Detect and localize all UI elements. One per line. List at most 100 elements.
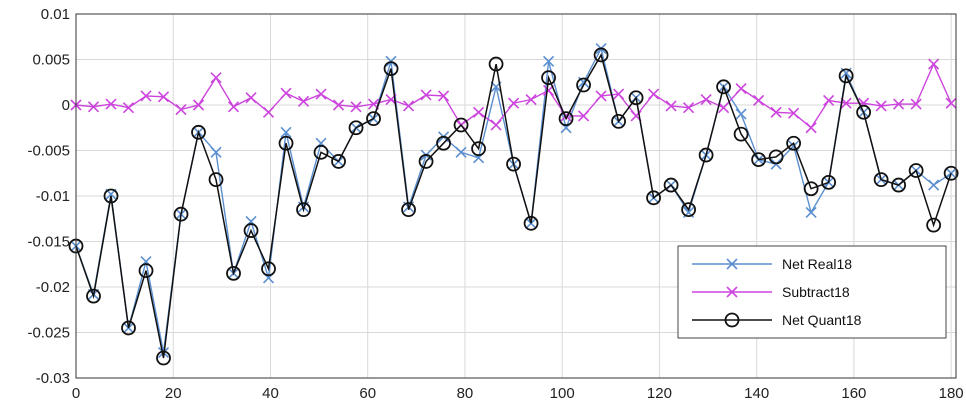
net-quant18-point [663, 177, 679, 193]
marker-stroke [105, 98, 117, 110]
net-quant18-point [943, 165, 959, 181]
net-quant18-point [646, 190, 661, 206]
net-quant18-point [873, 172, 889, 188]
net-quant18-point [821, 174, 837, 190]
marker-stroke [508, 97, 520, 109]
marker-stroke [770, 106, 782, 118]
subtract18-point [122, 102, 135, 114]
marker-stroke [122, 102, 135, 114]
marker-stroke [367, 98, 380, 110]
net-quant18-point [523, 215, 539, 231]
marker-stroke [718, 102, 730, 114]
subtract18-point [753, 94, 765, 107]
marker-stroke [726, 258, 738, 270]
marker-stroke [613, 88, 625, 100]
net-quant18-point [733, 126, 749, 142]
marker-stroke [350, 101, 362, 113]
marker-stroke [315, 88, 327, 100]
marker-stroke [262, 106, 275, 118]
net-quant18-point [208, 172, 224, 188]
net-quant18-point [278, 135, 294, 151]
net-quant18-point [138, 263, 154, 279]
marker-stroke [726, 286, 738, 298]
subtract18-point [945, 97, 957, 109]
plot-frame [75, 13, 957, 379]
y-tick-label: 0.005 [32, 52, 70, 69]
net-quant18-point [541, 70, 556, 86]
subtract18-point [595, 90, 607, 102]
subtract18-point [770, 106, 782, 118]
net-quant18-point [366, 111, 381, 127]
marker-stroke [543, 55, 555, 67]
legend-entry-subtract18: Subtract18 [692, 284, 850, 300]
marker-stroke [805, 206, 817, 218]
net-quant18-point [856, 104, 872, 120]
net-real18-point [928, 179, 940, 191]
net-quant18-point [418, 154, 434, 169]
marker-stroke [437, 90, 450, 102]
subtract18-point [893, 98, 905, 110]
net-quant18-point [838, 68, 854, 84]
net-quant18-point [103, 188, 119, 204]
marker-stroke [140, 90, 152, 102]
marker-stroke [648, 88, 660, 100]
y-tick-label: -0.03 [36, 370, 70, 387]
series-layer [68, 43, 959, 366]
x-tick-label: 160 [841, 385, 866, 402]
subtract18-point [280, 87, 292, 99]
series-subtract18 [70, 58, 957, 134]
net-real18-point [455, 146, 467, 158]
subtract18-point [490, 119, 502, 131]
subtract18-point [788, 107, 800, 119]
net-quant18-point [506, 156, 521, 172]
marker-stroke [735, 108, 747, 120]
net-quant18-point [786, 135, 802, 151]
y-tick-label: -0.01 [36, 188, 70, 205]
legend-label: Net Real18 [782, 256, 852, 272]
net-quant18-point [313, 144, 329, 160]
net-quant18-point [751, 152, 767, 168]
net-quant18-point [698, 147, 714, 163]
net-quant18-point [803, 181, 819, 197]
legend-entry-net-real18: Net Real18 [692, 256, 852, 272]
x-tick-label: 40 [262, 385, 279, 402]
y-tick-label: -0.005 [27, 143, 70, 160]
subtract18-point [210, 72, 222, 84]
series-net-quant18 [68, 47, 959, 366]
net-quant18-point [191, 124, 206, 140]
subtract18-point [700, 93, 712, 106]
marker-stroke [683, 102, 695, 114]
net-real18-point [280, 126, 292, 138]
subtract18-point [875, 100, 887, 112]
marker-stroke [210, 146, 222, 158]
subtract18-point [87, 101, 100, 113]
net-quant18-point [576, 77, 591, 93]
net-quant18-point [173, 206, 189, 222]
y-tick-label: -0.02 [36, 279, 70, 296]
net-quant18-point [453, 117, 469, 133]
marker-stroke [87, 101, 100, 113]
subtract18-point [175, 103, 187, 116]
subtract18-point [437, 90, 450, 102]
x-tick-label: 100 [550, 385, 575, 402]
subtract18-point [508, 97, 520, 109]
marker-stroke [945, 167, 957, 179]
x-tick-label: 80 [457, 385, 474, 402]
subtract18-point [613, 88, 625, 100]
marker-stroke [805, 122, 817, 134]
net-real18-point [210, 146, 222, 158]
marker-stroke [735, 83, 747, 95]
subtract18-point [472, 106, 485, 118]
legend-label: Subtract18 [782, 284, 850, 300]
marker-stroke [928, 58, 940, 70]
subtract18-point [315, 88, 327, 100]
marker-stroke [910, 98, 922, 110]
net-quant18-point [768, 149, 784, 165]
net-quant18-point [926, 217, 942, 233]
marker-stroke [402, 100, 415, 112]
subtract18-point [157, 91, 170, 103]
net-quant18-point [681, 202, 696, 218]
marker-stroke [297, 95, 310, 107]
subtract18-point [823, 94, 835, 107]
